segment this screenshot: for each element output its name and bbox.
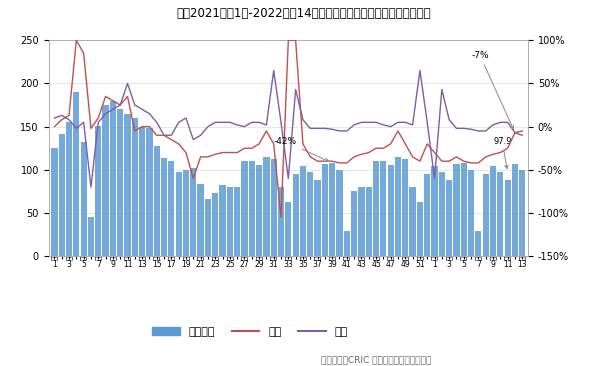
Bar — [81, 142, 87, 256]
Bar — [461, 163, 467, 256]
Text: 图：2021年第1周-2022年第14周全国二手住房成交走势（万平方米）: 图：2021年第1周-2022年第14周全国二手住房成交走势（万平方米） — [176, 7, 431, 20]
Bar — [161, 158, 167, 256]
Bar — [373, 161, 379, 256]
Bar — [59, 134, 65, 256]
Bar — [439, 172, 445, 256]
Bar — [483, 174, 489, 256]
Legend: 成交面积, 同比, 环比: 成交面积, 同比, 环比 — [148, 322, 353, 341]
Bar — [410, 187, 416, 256]
Text: -42%: -42% — [274, 137, 328, 161]
Bar — [380, 161, 387, 256]
Bar — [205, 199, 211, 256]
Bar — [132, 118, 138, 256]
Bar — [263, 157, 270, 256]
Bar — [183, 170, 189, 256]
Bar — [219, 185, 226, 256]
Bar — [249, 161, 255, 256]
Bar — [103, 105, 109, 256]
Bar — [117, 109, 123, 256]
Text: -7%: -7% — [471, 51, 514, 129]
Bar — [365, 187, 372, 256]
Bar — [490, 165, 496, 256]
Bar — [432, 165, 438, 256]
Bar — [146, 128, 152, 256]
Bar — [351, 191, 358, 256]
Bar — [168, 161, 174, 256]
Bar — [124, 114, 131, 256]
Bar — [446, 180, 452, 256]
Bar — [300, 165, 306, 256]
Bar — [504, 180, 510, 256]
Bar — [519, 170, 525, 256]
Bar — [322, 164, 328, 256]
Bar — [307, 172, 313, 256]
Bar — [329, 163, 335, 256]
Bar — [88, 217, 94, 256]
Text: 数据来源：CRIC 中国房地产决策咨询系统: 数据来源：CRIC 中国房地产决策咨询系统 — [321, 355, 432, 364]
Bar — [52, 148, 58, 256]
Bar — [154, 146, 160, 256]
Bar — [227, 187, 233, 256]
Bar — [468, 170, 474, 256]
Bar — [512, 164, 518, 256]
Bar — [212, 193, 219, 256]
Bar — [424, 174, 430, 256]
Bar — [271, 158, 277, 256]
Bar — [395, 157, 401, 256]
Bar — [293, 174, 299, 256]
Bar — [314, 180, 320, 256]
Bar — [242, 161, 248, 256]
Bar — [110, 101, 116, 256]
Bar — [402, 158, 409, 256]
Bar — [417, 202, 423, 256]
Bar — [190, 168, 197, 256]
Bar — [256, 165, 262, 256]
Bar — [344, 231, 350, 256]
Bar — [139, 127, 145, 256]
Bar — [66, 122, 72, 256]
Bar — [285, 202, 291, 256]
Bar — [95, 126, 101, 256]
Bar — [278, 187, 284, 256]
Bar — [336, 170, 342, 256]
Bar — [234, 187, 240, 256]
Bar — [453, 164, 459, 256]
Bar — [197, 184, 204, 256]
Bar — [497, 172, 503, 256]
Bar — [175, 172, 181, 256]
Text: 97.9: 97.9 — [493, 137, 512, 169]
Bar — [475, 231, 481, 256]
Bar — [358, 187, 365, 256]
Bar — [73, 92, 80, 256]
Bar — [387, 165, 394, 256]
